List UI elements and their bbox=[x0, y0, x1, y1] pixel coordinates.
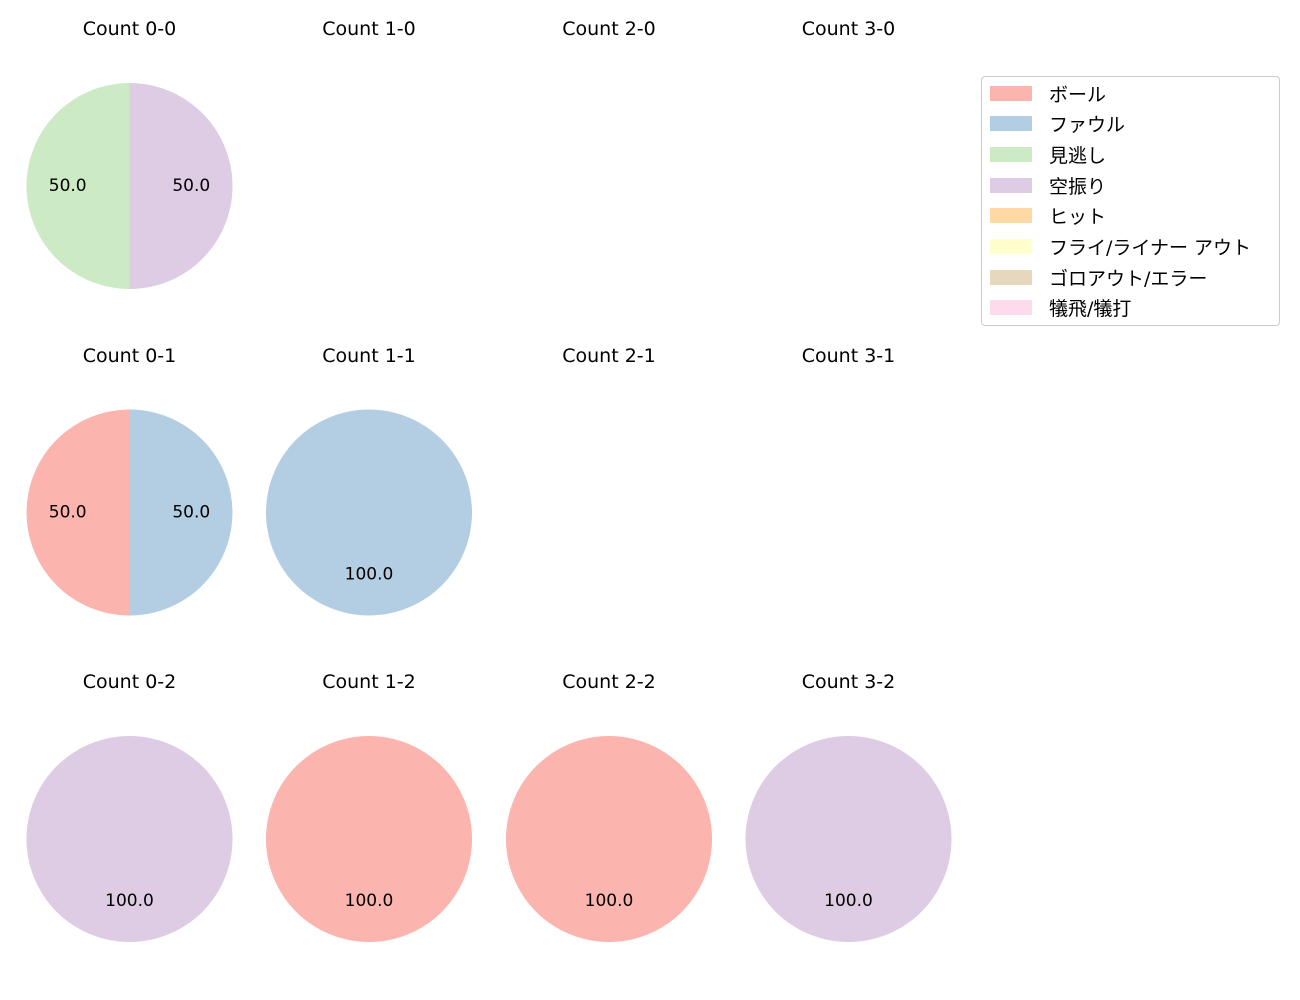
legend-label: ヒット bbox=[1049, 206, 1107, 229]
legend-label: ファウル bbox=[1049, 114, 1126, 137]
pie-slice bbox=[129, 83, 233, 289]
chart-legend: ボールファウル見逃し空振りヒットフライ/ライナー アウト ゴロアウト/エラー 犠飛/… bbox=[981, 76, 1280, 326]
pie-slice bbox=[129, 409, 233, 616]
legend-label: ゴロアウト/エラー bbox=[1049, 267, 1208, 290]
pie-subplot: Count 3-0 bbox=[802, 18, 896, 40]
legend-item: 見逃し bbox=[990, 142, 1107, 167]
pie-slice bbox=[26, 83, 130, 289]
pie-subplot: Count 2-2 100.0 bbox=[506, 671, 712, 942]
slice-value-label: 50.0 bbox=[172, 503, 210, 523]
pie-subplot: Count 3-2 100.0 bbox=[745, 671, 952, 942]
legend-label: 空振り bbox=[1049, 175, 1107, 198]
subplot-title: Count 2-2 bbox=[562, 671, 656, 693]
pie-subplot: Count 0-2 100.0 bbox=[26, 671, 233, 942]
slice-value-label: 100.0 bbox=[824, 891, 873, 911]
pie-subplot: Count 3-1 bbox=[802, 345, 896, 367]
slice-value-label: 50.0 bbox=[172, 176, 210, 196]
legend-swatch bbox=[990, 116, 1032, 132]
pie-slice bbox=[506, 736, 712, 942]
subplot-title: Count 3-1 bbox=[802, 345, 896, 367]
pie-slice bbox=[745, 736, 952, 942]
legend-swatch bbox=[990, 269, 1032, 285]
legend-item: ゴロアウト/エラー bbox=[990, 265, 1208, 290]
slice-value-label: 50.0 bbox=[49, 176, 87, 196]
legend-item: ボール bbox=[990, 81, 1107, 106]
subplot-title: Count 3-0 bbox=[802, 18, 896, 40]
subplot-title: Count 0-0 bbox=[83, 18, 177, 40]
subplot-title: Count 2-0 bbox=[562, 18, 656, 40]
legend-label: ボール bbox=[1049, 83, 1107, 106]
legend-swatch bbox=[990, 85, 1032, 101]
subplot-title: Count 2-1 bbox=[562, 345, 656, 367]
pie-subplot: Count 1-1 100.0 bbox=[266, 345, 472, 616]
subplot-title: Count 0-2 bbox=[83, 671, 177, 693]
subplot-title: Count 1-2 bbox=[322, 671, 416, 693]
slice-value-label: 100.0 bbox=[105, 891, 154, 911]
pie-slice bbox=[26, 736, 233, 942]
pie-subplot: Count 1-0 bbox=[322, 18, 416, 40]
legend-item: ファウル bbox=[990, 112, 1125, 136]
pie-subplot: Count 2-0 bbox=[562, 18, 656, 40]
pie-slice bbox=[266, 736, 472, 942]
legend-swatch bbox=[990, 239, 1032, 254]
legend-item: 空振り bbox=[990, 173, 1107, 198]
legend-label: 見逃し bbox=[1049, 144, 1107, 167]
pie-slice bbox=[266, 409, 472, 616]
pie-subplot: Count 2-1 bbox=[562, 345, 656, 367]
legend-swatch bbox=[990, 300, 1032, 316]
legend-label: フライ/ライナー アウト bbox=[1049, 237, 1252, 259]
slice-value-label: 50.0 bbox=[49, 503, 87, 523]
slice-value-label: 100.0 bbox=[345, 891, 394, 911]
subplot-title: Count 1-0 bbox=[322, 18, 416, 40]
slice-value-label: 100.0 bbox=[585, 891, 634, 911]
pie-subplot: Count 0-0 50.0 50.0 bbox=[26, 18, 233, 289]
subplot-title: Count 1-1 bbox=[322, 345, 416, 367]
legend-item: 犠飛/犠打 bbox=[990, 296, 1131, 320]
legend-swatch bbox=[990, 146, 1032, 162]
legend-label: 犠飛/犠打 bbox=[1049, 298, 1132, 321]
slice-value-label: 100.0 bbox=[345, 564, 394, 584]
legend-item: フライ/ライナー アウト bbox=[990, 235, 1251, 259]
pie-subplot: Count 0-1 50.0 50.0 bbox=[26, 345, 233, 616]
pie-subplot: Count 1-2 100.0 bbox=[266, 671, 472, 942]
legend-swatch bbox=[990, 177, 1032, 193]
legend-item: ヒット bbox=[990, 204, 1106, 228]
legend-swatch bbox=[990, 208, 1032, 224]
subplot-title: Count 3-2 bbox=[802, 671, 896, 693]
subplot-title: Count 0-1 bbox=[83, 345, 177, 367]
pie-slice bbox=[26, 409, 130, 616]
